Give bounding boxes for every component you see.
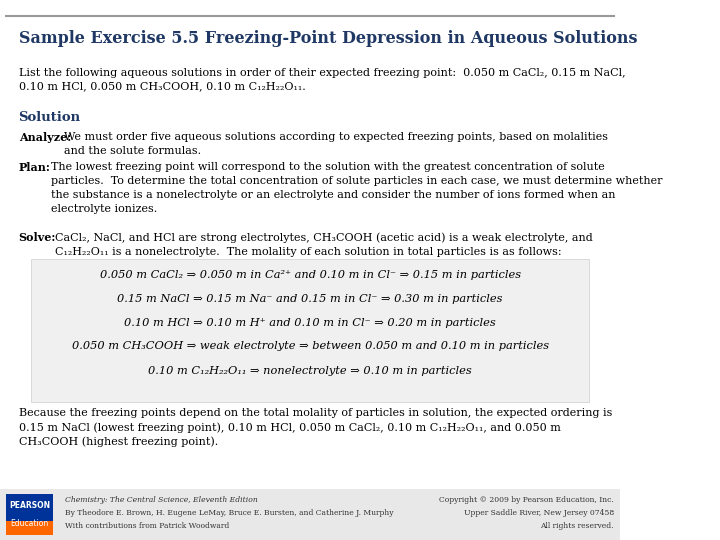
Text: 0.10 m C₁₂H₂₂O₁₁ ⇒ nonelectrolyte ⇒ 0.10 m in particles: 0.10 m C₁₂H₂₂O₁₁ ⇒ nonelectrolyte ⇒ 0.10…	[148, 366, 472, 376]
Text: Plan:: Plan:	[19, 162, 50, 173]
Text: We must order five aqueous solutions according to expected freezing points, base: We must order five aqueous solutions acc…	[64, 132, 608, 156]
Text: Because the freezing points depend on the total molality of particles in solutio: Because the freezing points depend on th…	[19, 408, 612, 447]
FancyBboxPatch shape	[6, 521, 53, 535]
Text: All rights reserved.: All rights reserved.	[541, 522, 614, 530]
Text: 0.10 m HCl ⇒ 0.10 m H⁺ and 0.10 m in Cl⁻ ⇒ 0.20 m in particles: 0.10 m HCl ⇒ 0.10 m H⁺ and 0.10 m in Cl⁻…	[125, 318, 496, 328]
Text: Solution: Solution	[19, 111, 81, 124]
Text: The lowest freezing point will correspond to the solution with the greatest conc: The lowest freezing point will correspon…	[51, 162, 663, 214]
Text: Solve:: Solve:	[19, 232, 56, 243]
Text: Copyright © 2009 by Pearson Education, Inc.: Copyright © 2009 by Pearson Education, I…	[439, 496, 614, 504]
Text: CaCl₂, NaCl, and HCl are strong electrolytes, CH₃COOH (acetic acid) is a weak el: CaCl₂, NaCl, and HCl are strong electrol…	[55, 232, 593, 256]
FancyBboxPatch shape	[0, 489, 620, 540]
Text: Education: Education	[11, 519, 49, 529]
Text: Analyze:: Analyze:	[19, 132, 71, 143]
Text: Sample Exercise 5.5 Freezing-Point Depression in Aqueous Solutions: Sample Exercise 5.5 Freezing-Point Depre…	[19, 30, 637, 46]
Text: 0.050 m CH₃COOH ⇒ weak electrolyte ⇒ between 0.050 m and 0.10 m in particles: 0.050 m CH₃COOH ⇒ weak electrolyte ⇒ bet…	[71, 341, 549, 352]
FancyBboxPatch shape	[31, 259, 589, 402]
Text: List the following aqueous solutions in order of their expected freezing point: : List the following aqueous solutions in …	[19, 68, 625, 91]
Text: Chemistry: The Central Science, Eleventh Edition: Chemistry: The Central Science, Eleventh…	[65, 496, 258, 504]
Text: 0.15 m NaCl ⇒ 0.15 m Na⁻ and 0.15 m in Cl⁻ ⇒ 0.30 m in particles: 0.15 m NaCl ⇒ 0.15 m Na⁻ and 0.15 m in C…	[117, 294, 503, 305]
Text: 0.050 m CaCl₂ ⇒ 0.050 m in Ca²⁺ and 0.10 m in Cl⁻ ⇒ 0.15 m in particles: 0.050 m CaCl₂ ⇒ 0.050 m in Ca²⁺ and 0.10…	[99, 270, 521, 280]
Text: PEARSON: PEARSON	[9, 501, 50, 510]
Text: By Theodore E. Brown, H. Eugene LeMay, Bruce E. Bursten, and Catherine J. Murphy: By Theodore E. Brown, H. Eugene LeMay, B…	[65, 509, 394, 517]
Text: With contributions from Patrick Woodward: With contributions from Patrick Woodward	[65, 522, 230, 530]
FancyBboxPatch shape	[6, 494, 53, 535]
Text: Upper Saddle River, New Jersey 07458: Upper Saddle River, New Jersey 07458	[464, 509, 614, 517]
